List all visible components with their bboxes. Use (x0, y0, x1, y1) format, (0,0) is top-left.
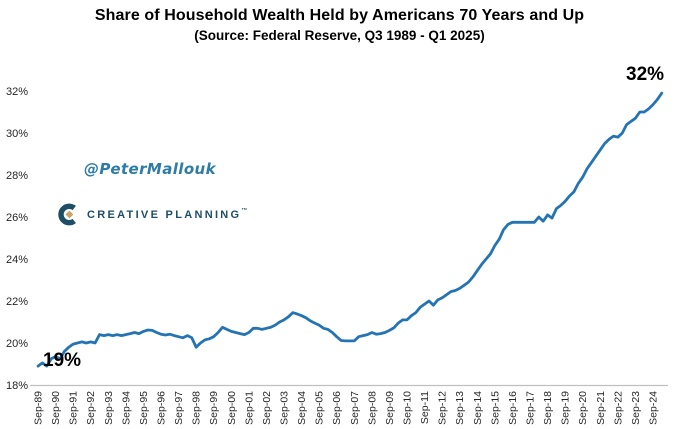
wealth-share-series-line (36, 91, 664, 368)
x-tick-label: Sep-97 (173, 391, 185, 425)
x-tick-label: Sep-00 (226, 391, 238, 425)
x-tick-label: Sep-02 (261, 391, 273, 425)
x-tick-label: Sep-14 (472, 391, 484, 425)
x-tick-label: Sep-08 (366, 391, 378, 425)
x-tick-label: Sep-09 (384, 391, 396, 425)
x-tick-label: Sep-95 (138, 391, 150, 425)
x-tick-label: Sep-19 (560, 391, 572, 425)
x-tick-label: Sep-12 (437, 391, 449, 425)
x-tick-label: Sep-99 (208, 391, 220, 425)
x-tick-label: Sep-90 (50, 391, 62, 425)
y-tick-label: 22% (6, 296, 28, 308)
x-tick-label: Sep-11 (419, 391, 431, 424)
x-tick-label: Sep-98 (191, 391, 203, 425)
creative-planning-c-icon (57, 203, 80, 226)
x-tick-label: Sep-91 (68, 391, 80, 425)
x-tick-label: Sep-89 (33, 391, 45, 425)
x-tick-label: Sep-05 (314, 391, 326, 425)
x-tick-label: Sep-04 (296, 391, 308, 425)
x-tick-label: Sep-22 (612, 391, 624, 425)
y-tick-label: 26% (6, 212, 28, 224)
y-tick-label: 24% (6, 254, 28, 266)
x-tick-label: Sep-01 (243, 391, 255, 425)
y-tick-label: 18% (6, 380, 28, 392)
y-tick-label: 20% (6, 338, 28, 350)
x-tick-label: Sep-20 (577, 391, 589, 425)
creative-planning-logo: CREATIVE PLANNING™ (57, 203, 247, 226)
chart-title: Share of Household Wealth Held by Americ… (94, 7, 585, 24)
x-tick-label: Sep-06 (331, 391, 343, 425)
x-tick-label: Sep-18 (542, 391, 554, 425)
y-tick-label: 28% (6, 170, 28, 182)
x-tick-label: Sep-23 (630, 391, 642, 425)
x-tick-label: Sep-13 (454, 391, 466, 425)
x-tick-label: Sep-92 (85, 391, 97, 425)
x-tick-label: Sep-94 (120, 391, 132, 425)
brand-wordmark: CREATIVE PLANNING™ (87, 208, 248, 221)
twitter-handle: @PeterMallouk (84, 160, 216, 178)
x-tick-label: Sep-24 (648, 391, 660, 425)
trademark-symbol: ™ (241, 208, 248, 214)
x-tick-label: Sep-07 (349, 391, 361, 425)
end-value-annotation: 32% (626, 64, 665, 85)
x-tick-label: Sep-15 (489, 391, 501, 425)
chart-subtitle: (Source: Federal Reserve, Q3 1989 - Q1 2… (194, 28, 485, 43)
x-tick-label: Sep-16 (507, 391, 519, 425)
y-tick-label: 32% (6, 86, 28, 98)
start-value-annotation: 19% (43, 350, 82, 371)
x-tick-label: Sep-17 (525, 391, 537, 425)
x-tick-label: Sep-03 (279, 391, 291, 425)
x-tick-label: Sep-96 (156, 391, 168, 425)
x-tick-label: Sep-93 (103, 391, 115, 425)
x-tick-label: Sep-21 (595, 391, 607, 425)
x-tick-label: Sep-10 (402, 391, 414, 425)
y-tick-label: 30% (6, 128, 28, 140)
